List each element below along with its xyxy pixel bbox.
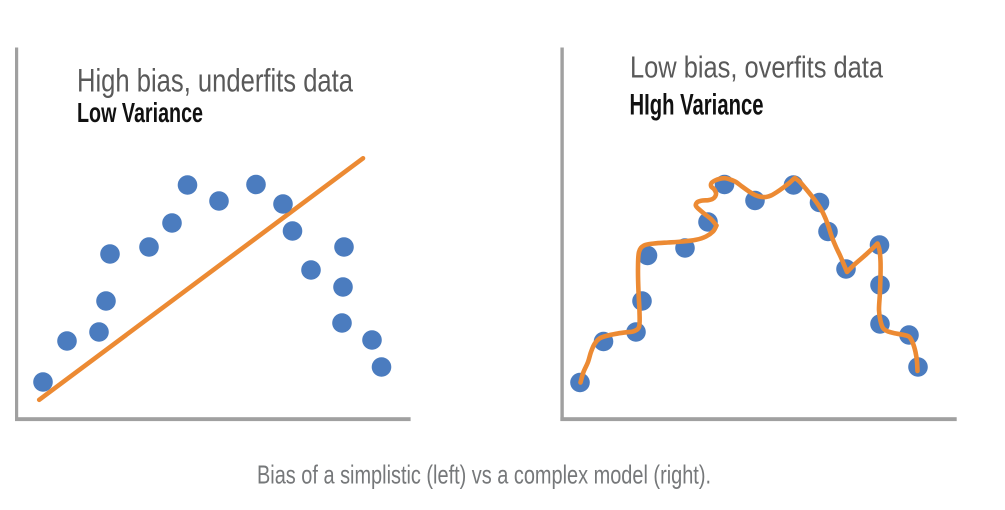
svg-text:Low bias, overfits data: Low bias, overfits data xyxy=(630,50,884,85)
svg-text:Low Variance: Low Variance xyxy=(77,97,203,128)
svg-text:High bias, underfits data: High bias, underfits data xyxy=(77,63,353,99)
svg-text:HIgh Variance: HIgh Variance xyxy=(630,89,764,122)
svg-text:Bias of a simplistic (left) vs: Bias of a simplistic (left) vs a complex… xyxy=(257,460,711,490)
